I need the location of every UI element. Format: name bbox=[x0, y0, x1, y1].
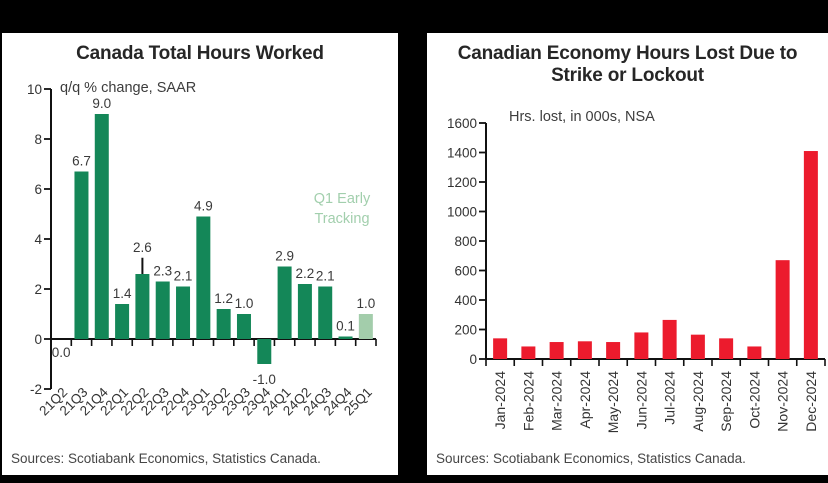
bar-value-label: 1.0 bbox=[356, 296, 375, 311]
bar-value-label: 6.7 bbox=[72, 154, 91, 169]
bar bbox=[775, 260, 790, 359]
bar bbox=[338, 336, 353, 339]
bar bbox=[236, 314, 251, 339]
bar-value-label: 0.0 bbox=[52, 345, 71, 360]
bar bbox=[493, 338, 508, 359]
q1-early-tracking-label: Q1 Early Tracking bbox=[299, 189, 385, 229]
bar-value-label: -1.0 bbox=[253, 372, 276, 387]
chart-subtitle: Hrs. lost, in 000s, NSA bbox=[509, 109, 655, 125]
bar bbox=[358, 314, 373, 339]
bar bbox=[747, 346, 762, 359]
bar-value-label: 1.4 bbox=[113, 286, 132, 301]
bar bbox=[176, 286, 191, 339]
x-category-label: Feb-2024 bbox=[520, 371, 536, 431]
y-tick-label: 800 bbox=[454, 234, 477, 249]
bar bbox=[803, 151, 818, 359]
bar bbox=[155, 281, 170, 339]
bar-value-label: 2.1 bbox=[174, 269, 193, 284]
x-category-label: Jan-2024 bbox=[492, 371, 508, 430]
bar-value-label: 4.9 bbox=[194, 199, 213, 214]
bar bbox=[297, 284, 312, 339]
y-tick-label: 600 bbox=[454, 264, 477, 279]
y-tick-label: 1400 bbox=[447, 146, 477, 161]
y-tick-label: -2 bbox=[30, 382, 42, 397]
bar-value-label: 0.1 bbox=[336, 319, 355, 334]
bar bbox=[719, 338, 734, 359]
bar bbox=[257, 339, 272, 364]
y-tick-label: 200 bbox=[454, 323, 477, 338]
bar bbox=[634, 332, 649, 359]
y-tick-label: 1200 bbox=[447, 175, 477, 190]
y-tick-label: 1600 bbox=[447, 116, 477, 131]
y-tick-label: 8 bbox=[34, 132, 42, 147]
chart-subtitle: q/q % change, SAAR bbox=[60, 80, 197, 96]
y-tick-label: 6 bbox=[34, 182, 42, 197]
bar-value-label: 1.0 bbox=[235, 296, 254, 311]
bar-value-label: 1.2 bbox=[214, 291, 233, 306]
x-category-label: Nov-2024 bbox=[775, 371, 791, 432]
bar-value-label: 2.3 bbox=[153, 264, 172, 279]
bar bbox=[135, 274, 150, 339]
y-tick-label: 2 bbox=[34, 282, 42, 297]
y-tick-label: 0 bbox=[34, 332, 42, 347]
bar-value-label: 2.2 bbox=[296, 266, 315, 281]
bar bbox=[318, 286, 333, 339]
y-tick-label: 4 bbox=[34, 232, 42, 247]
bar bbox=[115, 304, 130, 339]
x-category-label: Aug-2024 bbox=[690, 371, 706, 432]
bar bbox=[277, 266, 292, 339]
x-category-label: Mar-2024 bbox=[549, 371, 565, 431]
y-tick-label: 400 bbox=[454, 293, 477, 308]
bar bbox=[521, 346, 536, 359]
y-tick-label: 1000 bbox=[447, 205, 477, 220]
chart-title-hours-lost: Canadian Economy Hours Lost Due to Strik… bbox=[427, 43, 828, 87]
bar bbox=[94, 114, 109, 339]
hours-lost-bar-chart: 0 200 400 600 800 1000 1200 1400 1600 Jan-2024 Feb… bbox=[447, 116, 826, 433]
annotation-line: Tracking bbox=[314, 211, 370, 227]
bar bbox=[606, 342, 621, 359]
x-category-label: Jun-2024 bbox=[633, 371, 649, 430]
bar bbox=[577, 341, 592, 359]
chart-title-line: Canada Total Hours Worked bbox=[76, 43, 324, 64]
hours-lost-panel: Canadian Economy Hours Lost Due to Strik… bbox=[427, 33, 828, 475]
x-category-label: Apr-2024 bbox=[577, 371, 593, 429]
bar bbox=[196, 216, 211, 339]
y-tick-label: 0 bbox=[469, 352, 477, 367]
chart-title-line: Strike or Lockout bbox=[551, 65, 704, 86]
chart-title-line: Canadian Economy Hours Lost Due to bbox=[457, 43, 798, 64]
sources-note: Sources: Scotiabank Economics, Statistic… bbox=[436, 451, 746, 466]
x-category-label: Sep-2024 bbox=[718, 371, 734, 432]
bar bbox=[690, 334, 705, 359]
bar-value-label: 2.1 bbox=[316, 269, 335, 284]
bar-value-label: 2.9 bbox=[275, 249, 294, 264]
bar-value-label: 9.0 bbox=[92, 96, 111, 111]
x-category-label: Oct-2024 bbox=[746, 371, 762, 429]
chart-title-hours-worked: Canada Total Hours Worked bbox=[2, 43, 398, 65]
bar bbox=[216, 309, 231, 339]
bar bbox=[662, 319, 677, 359]
x-category-label: May-2024 bbox=[605, 371, 621, 433]
hours-worked-panel: Canada Total Hours Worked q/q % change, … bbox=[2, 33, 398, 475]
bar bbox=[74, 171, 89, 339]
y-tick-label: 10 bbox=[27, 82, 42, 97]
annotation-line: Q1 Early bbox=[313, 191, 371, 207]
bar-value-label: 2.6 bbox=[133, 240, 152, 255]
sources-note: Sources: Scotiabank Economics, Statistic… bbox=[11, 451, 321, 466]
bar bbox=[549, 342, 564, 359]
x-category-label: Jul-2024 bbox=[662, 371, 678, 425]
x-category-label: Dec-2024 bbox=[803, 371, 819, 432]
